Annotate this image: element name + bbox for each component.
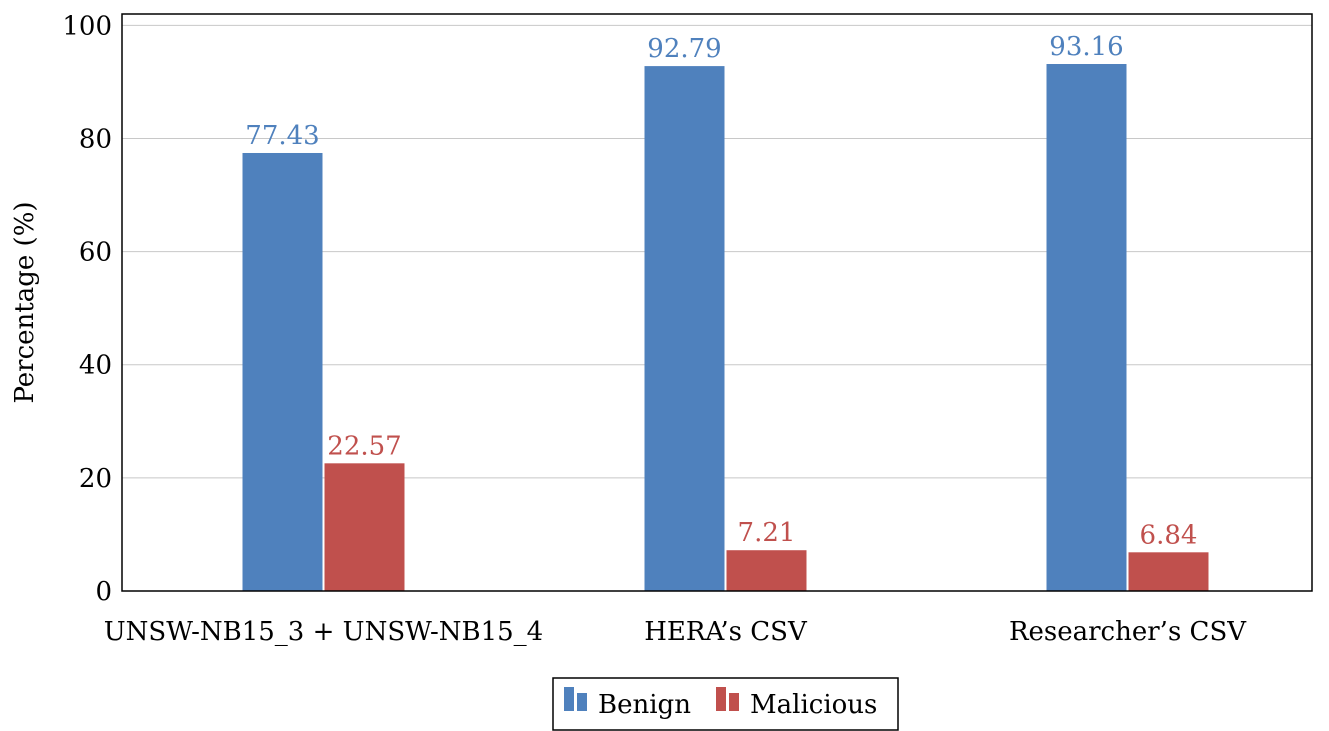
bar-malicious-0 [324, 463, 405, 591]
legend: Benign Malicious [552, 677, 899, 731]
data-label-malicious-2: 6.84 [1140, 520, 1198, 550]
data-label-malicious-1: 7.21 [738, 518, 796, 548]
bar-benign-1 [644, 66, 725, 591]
bars [242, 64, 1209, 592]
x-tick-label: Researcher’s CSV [1009, 617, 1247, 647]
bar-benign-0 [242, 152, 323, 591]
legend-swatch-malicious [716, 687, 739, 711]
legend-label-benign: Benign [598, 690, 691, 720]
y-tick-label: 100 [62, 11, 112, 41]
y-tick-label: 60 [79, 238, 112, 268]
bar-malicious-1 [726, 550, 807, 591]
y-tick-labels: 0 20 40 60 80 100 [62, 11, 112, 607]
data-labels: 77.43 22.57 92.79 7.21 93.16 6.84 [245, 32, 1197, 550]
legend-label-malicious: Malicious [750, 690, 877, 720]
x-tick-label: UNSW-NB15_3 + UNSW-NB15_4 [104, 617, 543, 647]
y-axis-title: Percentage (%) [10, 201, 40, 403]
data-label-malicious-0: 22.57 [327, 431, 401, 461]
y-tick-label: 40 [79, 351, 112, 381]
legend-swatch-bar [564, 687, 574, 711]
x-tick-label: HERA’s CSV [644, 617, 808, 647]
data-label-benign-0: 77.43 [245, 121, 319, 151]
bar-benign-2 [1046, 64, 1127, 592]
data-label-benign-2: 93.16 [1049, 32, 1123, 62]
y-tick-label: 0 [95, 577, 112, 607]
legend-swatch-bar [729, 693, 739, 711]
legend-swatch-bar [577, 693, 587, 711]
plot-frame [121, 13, 1313, 592]
legend-swatch-bar [716, 687, 726, 711]
legend-swatch-benign [564, 687, 587, 711]
x-tick-labels: UNSW-NB15_3 + UNSW-NB15_4 HERA’s CSV Resea… [104, 617, 1248, 647]
y-tick-label: 80 [79, 124, 112, 154]
data-label-benign-1: 92.79 [647, 34, 721, 64]
y-tick-label: 20 [79, 464, 112, 494]
bar-malicious-2 [1128, 552, 1209, 591]
